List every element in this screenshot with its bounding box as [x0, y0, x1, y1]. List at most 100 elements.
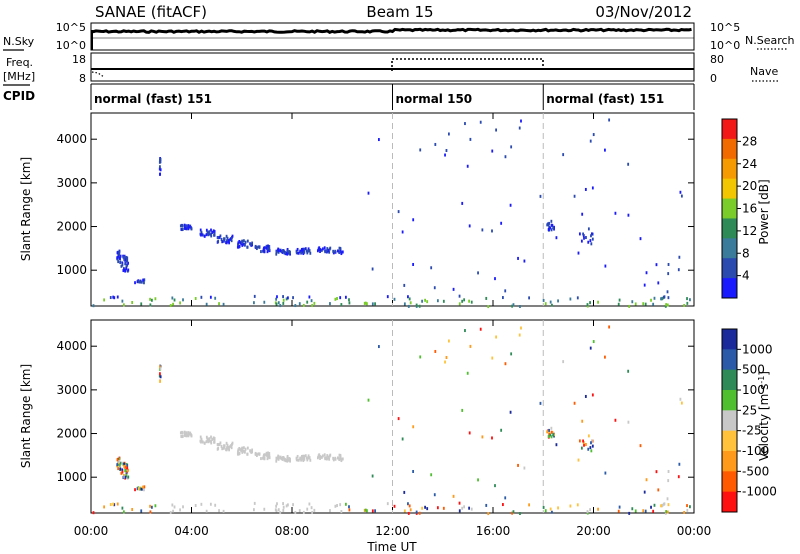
velocity-echo-mark: [326, 454, 329, 458]
power-echo-mark: [328, 250, 331, 254]
power-echo-mark: [326, 247, 329, 251]
power-echo-mark: [241, 242, 244, 246]
power-echo-mark: [289, 250, 291, 254]
power-echo-mark: [222, 302, 225, 306]
velocity-echo-mark: [182, 505, 184, 509]
power-echo-mark: [150, 298, 153, 302]
velocity-y-tick-label: 2000: [56, 427, 87, 441]
velocity-echo-mark: [120, 471, 123, 475]
velocity-echo-mark: [297, 458, 300, 462]
power-echo-mark: [463, 298, 466, 302]
power-echo-mark: [154, 297, 157, 301]
velocity-echo-mark: [686, 508, 689, 512]
power-echo-mark: [444, 153, 446, 157]
power-echo-mark: [487, 305, 490, 309]
velocity-echo-mark: [262, 454, 265, 458]
velocity-echo-mark: [667, 469, 670, 473]
power-echo-mark: [523, 259, 526, 263]
power-echo-mark: [255, 246, 258, 250]
velocity-echo-mark: [126, 463, 129, 467]
power-echo-mark: [412, 218, 415, 222]
velocity-echo-mark: [645, 478, 648, 482]
velocity-echo-mark: [282, 456, 285, 460]
power-echo-mark: [213, 232, 216, 236]
velocity-echo-mark: [336, 456, 339, 460]
velocity-echo-mark: [136, 487, 139, 491]
velocity-echo-mark: [319, 455, 322, 459]
power-echo-mark: [597, 300, 599, 304]
velocity-echo-mark: [181, 434, 184, 438]
power-echo-mark: [258, 245, 261, 249]
power-echo-mark: [424, 298, 426, 302]
power-echo-mark: [627, 162, 630, 166]
power-cbar-swatch: [722, 258, 737, 279]
power-echo-mark: [182, 298, 184, 302]
velocity-echo-mark: [124, 469, 127, 473]
power-echo-mark: [678, 255, 681, 259]
power-echo-mark: [407, 304, 410, 308]
power-echo-mark: [663, 295, 666, 299]
power-echo-mark: [149, 297, 151, 301]
power-echo-mark: [121, 261, 124, 265]
velocity-echo-mark: [644, 509, 647, 513]
power-echo-mark: [207, 233, 210, 237]
velocity-cbar-swatch: [722, 349, 737, 371]
velocity-echo-mark: [590, 439, 593, 443]
velocity-echo-mark: [159, 372, 161, 376]
power-echo-mark: [173, 298, 176, 302]
power-echo-mark: [169, 304, 172, 308]
power-echo-mark: [590, 234, 592, 238]
velocity-echo-mark: [230, 446, 233, 450]
velocity-echo-mark: [542, 505, 545, 509]
power-echo-mark: [225, 234, 228, 238]
velocity-echo-mark: [657, 488, 660, 492]
velocity-echo-mark: [246, 452, 249, 456]
velocity-echo-mark: [597, 507, 599, 511]
power-echo-mark: [282, 301, 285, 305]
velocity-echo-mark: [275, 457, 278, 461]
velocity-echo-mark: [282, 505, 285, 509]
velocity-echo-mark: [592, 340, 595, 344]
velocity-echo-mark: [424, 505, 426, 509]
power-echo-mark: [409, 301, 412, 305]
power-echo-mark: [118, 250, 121, 254]
power-echo-mark: [582, 232, 584, 236]
power-echo-mark: [181, 227, 184, 231]
velocity-panel: 1000 2000 3000 4000 Slant Range [km] 1000 50…: [19, 319, 777, 516]
power-echo-mark: [310, 299, 313, 303]
velocity-echo-mark: [134, 488, 136, 492]
power-echo-mark: [122, 269, 125, 273]
velocity-echo-mark: [210, 440, 213, 444]
nave-line: [391, 58, 544, 71]
velocity-echo-mark: [618, 505, 621, 509]
power-echo-mark: [249, 242, 252, 246]
freq-right-tick-top: 80: [710, 53, 724, 66]
power-echo-mark: [159, 168, 162, 172]
power-echo-mark: [667, 272, 670, 276]
velocity-echo-mark: [302, 510, 305, 514]
power-echo-mark: [491, 149, 494, 153]
velocity-echo-mark: [116, 463, 119, 467]
velocity-echo-mark: [485, 503, 488, 507]
velocity-echo-mark: [213, 437, 216, 441]
velocity-echo-mark: [340, 510, 343, 514]
velocity-echo-mark: [241, 446, 244, 450]
power-echo-mark: [307, 247, 310, 251]
power-cbar-tick-label: 4: [742, 269, 750, 283]
power-echo-mark: [339, 246, 342, 250]
cpid-segment-label: normal (fast) 151: [94, 92, 212, 106]
power-echo-mark: [213, 230, 216, 234]
velocity-echo-mark: [143, 488, 145, 492]
velocity-echo-mark: [217, 446, 220, 450]
power-echo-mark: [117, 260, 120, 264]
power-echo-mark: [251, 243, 253, 247]
x-axis: 00:00 04:00 08:00 12:00 16:00 20:00 00:00: [74, 524, 712, 538]
velocity-echo-mark: [334, 456, 337, 460]
power-echo-mark: [287, 251, 290, 255]
velocity-echo-mark: [589, 446, 592, 450]
power-echo-mark: [149, 303, 152, 307]
power-echo-mark: [205, 302, 208, 306]
power-echo-mark: [303, 248, 306, 252]
power-echo-mark: [403, 302, 406, 306]
power-echo-mark: [683, 303, 686, 307]
